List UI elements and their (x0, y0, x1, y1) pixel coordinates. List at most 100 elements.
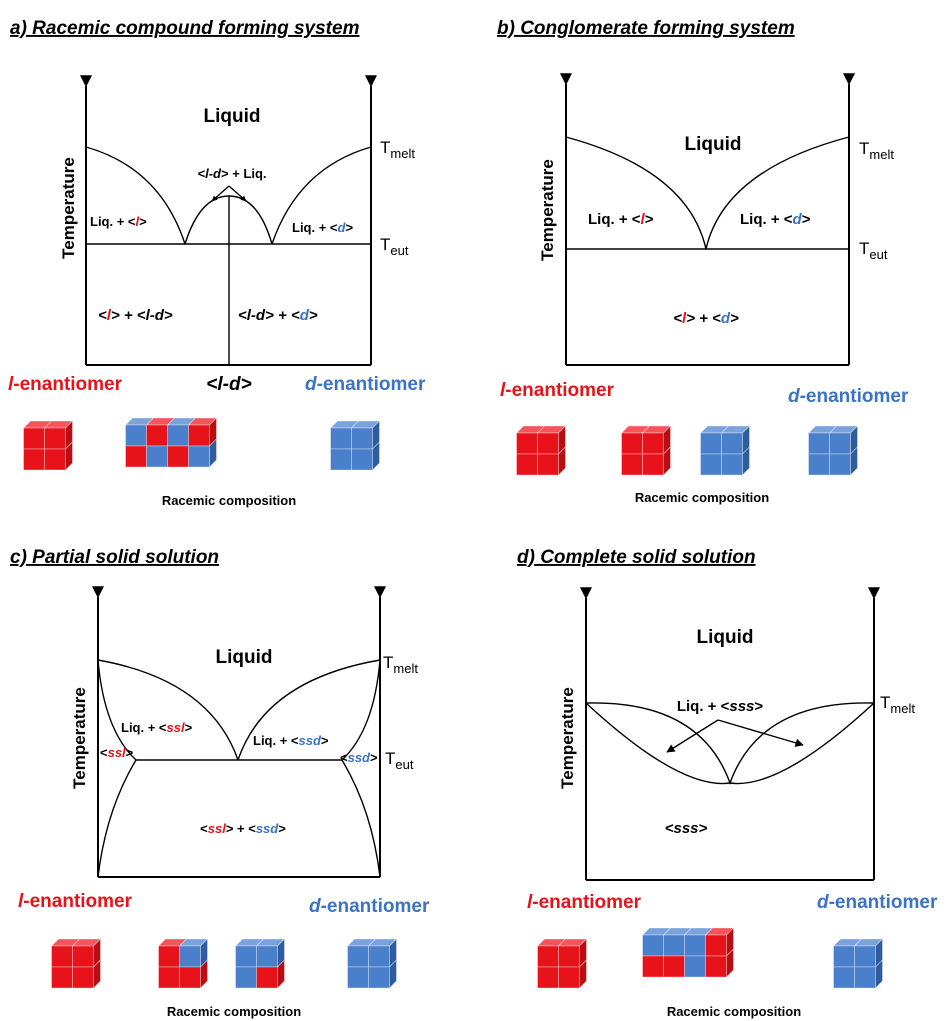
panel-c-liquid-label: Liquid (216, 647, 273, 668)
panel-b-d-enantiomer-label: d-enantiomer (788, 386, 909, 407)
cube-front-face (256, 966, 278, 989)
cube-front-face (642, 453, 664, 476)
cube-front-face (179, 945, 201, 968)
cube-front-face (833, 966, 855, 989)
cube-front-face (23, 427, 45, 450)
cube-front-face (330, 448, 352, 471)
panel-b-l-enantiomer-label: l-enantiomer (500, 380, 615, 401)
cube-front-face (558, 966, 580, 989)
panel-b-liquidus-left (565, 136, 707, 250)
cube-front-face (642, 934, 664, 957)
cube-front-face (188, 445, 210, 468)
cube-front-face (621, 453, 643, 476)
cube-front-face (347, 945, 369, 968)
panel-a-liquid-label: Liquid (204, 106, 261, 127)
panel-a-d-enantiomer-label: d-enantiomer (305, 374, 426, 395)
cube-front-face (705, 934, 727, 957)
panel-a-liq-l-label: Liq. + <l> (90, 214, 147, 229)
panel-d-tmelt: Tmelt (880, 693, 915, 716)
cube-front-face (188, 424, 210, 447)
panel-b-liquid-label: Liquid (685, 134, 742, 155)
cube-front-face (256, 945, 278, 968)
cube-front-face (368, 966, 390, 989)
panel-c-l-crystal (50, 938, 102, 989)
panel-c-ssl-crystal (157, 938, 209, 989)
panel-b-teut: Teut (859, 239, 888, 262)
panel-c-l-enantiomer-label: l-enantiomer (18, 891, 133, 912)
panel-b-solid-label: <l> + <d> (673, 310, 739, 327)
cube-front-face (44, 427, 66, 450)
panel-b-tmelt: Tmelt (859, 139, 894, 162)
panel-d-sss-label: <sss> (665, 820, 708, 837)
panel-c-solvus-right (341, 759, 381, 878)
panel-a-compound-liq-label: <l-d> + Liq. (198, 166, 267, 181)
cube-front-face (146, 424, 168, 447)
panel-a-liquidus-left (85, 146, 186, 245)
cube-front-face (721, 453, 743, 476)
panel-b-l-crystal (515, 425, 567, 476)
panel-c-liquidus-left (97, 659, 239, 761)
panel-a-racemic-crystal (124, 417, 218, 468)
cube-front-face (125, 424, 147, 447)
cube-front-face (642, 955, 664, 978)
cube-front-face (72, 966, 94, 989)
panel-c-solidus-right (341, 659, 381, 761)
panel-a-ylabel: Temperature (59, 157, 78, 259)
panel-c-d-enantiomer-label: d-enantiomer (309, 896, 430, 917)
cube-front-face (663, 934, 685, 957)
cube-front-face (167, 424, 189, 447)
cube-front-face (808, 453, 830, 476)
panel-d-liquid-label: Liquid (697, 627, 754, 648)
panel-a-d-crystal (329, 420, 381, 471)
panel-b-liquidus-right (705, 136, 850, 250)
cube-front-face (516, 453, 538, 476)
cube-front-face (158, 945, 180, 968)
cube-front-face (51, 945, 73, 968)
panel-c-ssd-crystal (234, 938, 286, 989)
cube-front-face (705, 955, 727, 978)
cube-front-face (125, 445, 147, 468)
cube-front-face (621, 432, 643, 455)
panel-b-title: b) Conglomerate forming system (497, 18, 795, 39)
panel-b-liq-l-label: Liq. + <l> (588, 211, 654, 228)
cube-front-face (700, 432, 722, 455)
panel-d-ylabel: Temperature (558, 687, 577, 789)
cube-front-face (158, 966, 180, 989)
panel-d-d-enantiomer-label: d-enantiomer (817, 892, 938, 913)
panel-c-ss-l-label: <ssl> (100, 745, 134, 760)
panel-d-caption: Racemic composition (667, 1004, 801, 1019)
cube-front-face (700, 453, 722, 476)
cube-front-face (829, 432, 851, 455)
cube-front-face (829, 453, 851, 476)
panel-c: c) Partial solid solution Temperature Li… (10, 547, 430, 1019)
panel-c-ss-d-label: <ssd> (340, 750, 378, 765)
cube-front-face (351, 427, 373, 450)
cube-front-face (235, 945, 257, 968)
panel-c-teut: Teut (385, 749, 414, 772)
panel-b-liq-d-label: Liq. + <d> (740, 211, 811, 228)
cube-front-face (537, 966, 559, 989)
cube-front-face (808, 432, 830, 455)
cube-front-face (23, 448, 45, 471)
panel-a-caption: Racemic composition (162, 493, 296, 508)
panel-c-title: c) Partial solid solution (10, 547, 219, 568)
cube-front-face (51, 966, 73, 989)
cube-front-face (516, 432, 538, 455)
panel-a: a) Racemic compound forming system Tempe… (8, 18, 426, 508)
panel-c-tmelt: Tmelt (383, 653, 418, 676)
panel-d-sss-crystal (641, 927, 735, 978)
panel-b-d-crystal (807, 425, 859, 476)
cube-front-face (167, 445, 189, 468)
panel-c-ylabel: Temperature (70, 687, 89, 789)
panel-a-l-crystal (22, 420, 74, 471)
cube-front-face (537, 432, 559, 455)
panel-d-title: d) Complete solid solution (517, 547, 756, 568)
panel-b-racemic-l-crystal (620, 425, 672, 476)
panel-a-liquidus-right (271, 146, 372, 245)
panel-a-solid-right-label: <l-d> + <d> (238, 307, 318, 324)
panel-b-caption: Racemic composition (635, 490, 769, 505)
cube-front-face (854, 966, 876, 989)
panel-a-compound-liquidus (184, 195, 273, 245)
panel-a-liq-d-label: Liq. + <d> (292, 220, 353, 235)
